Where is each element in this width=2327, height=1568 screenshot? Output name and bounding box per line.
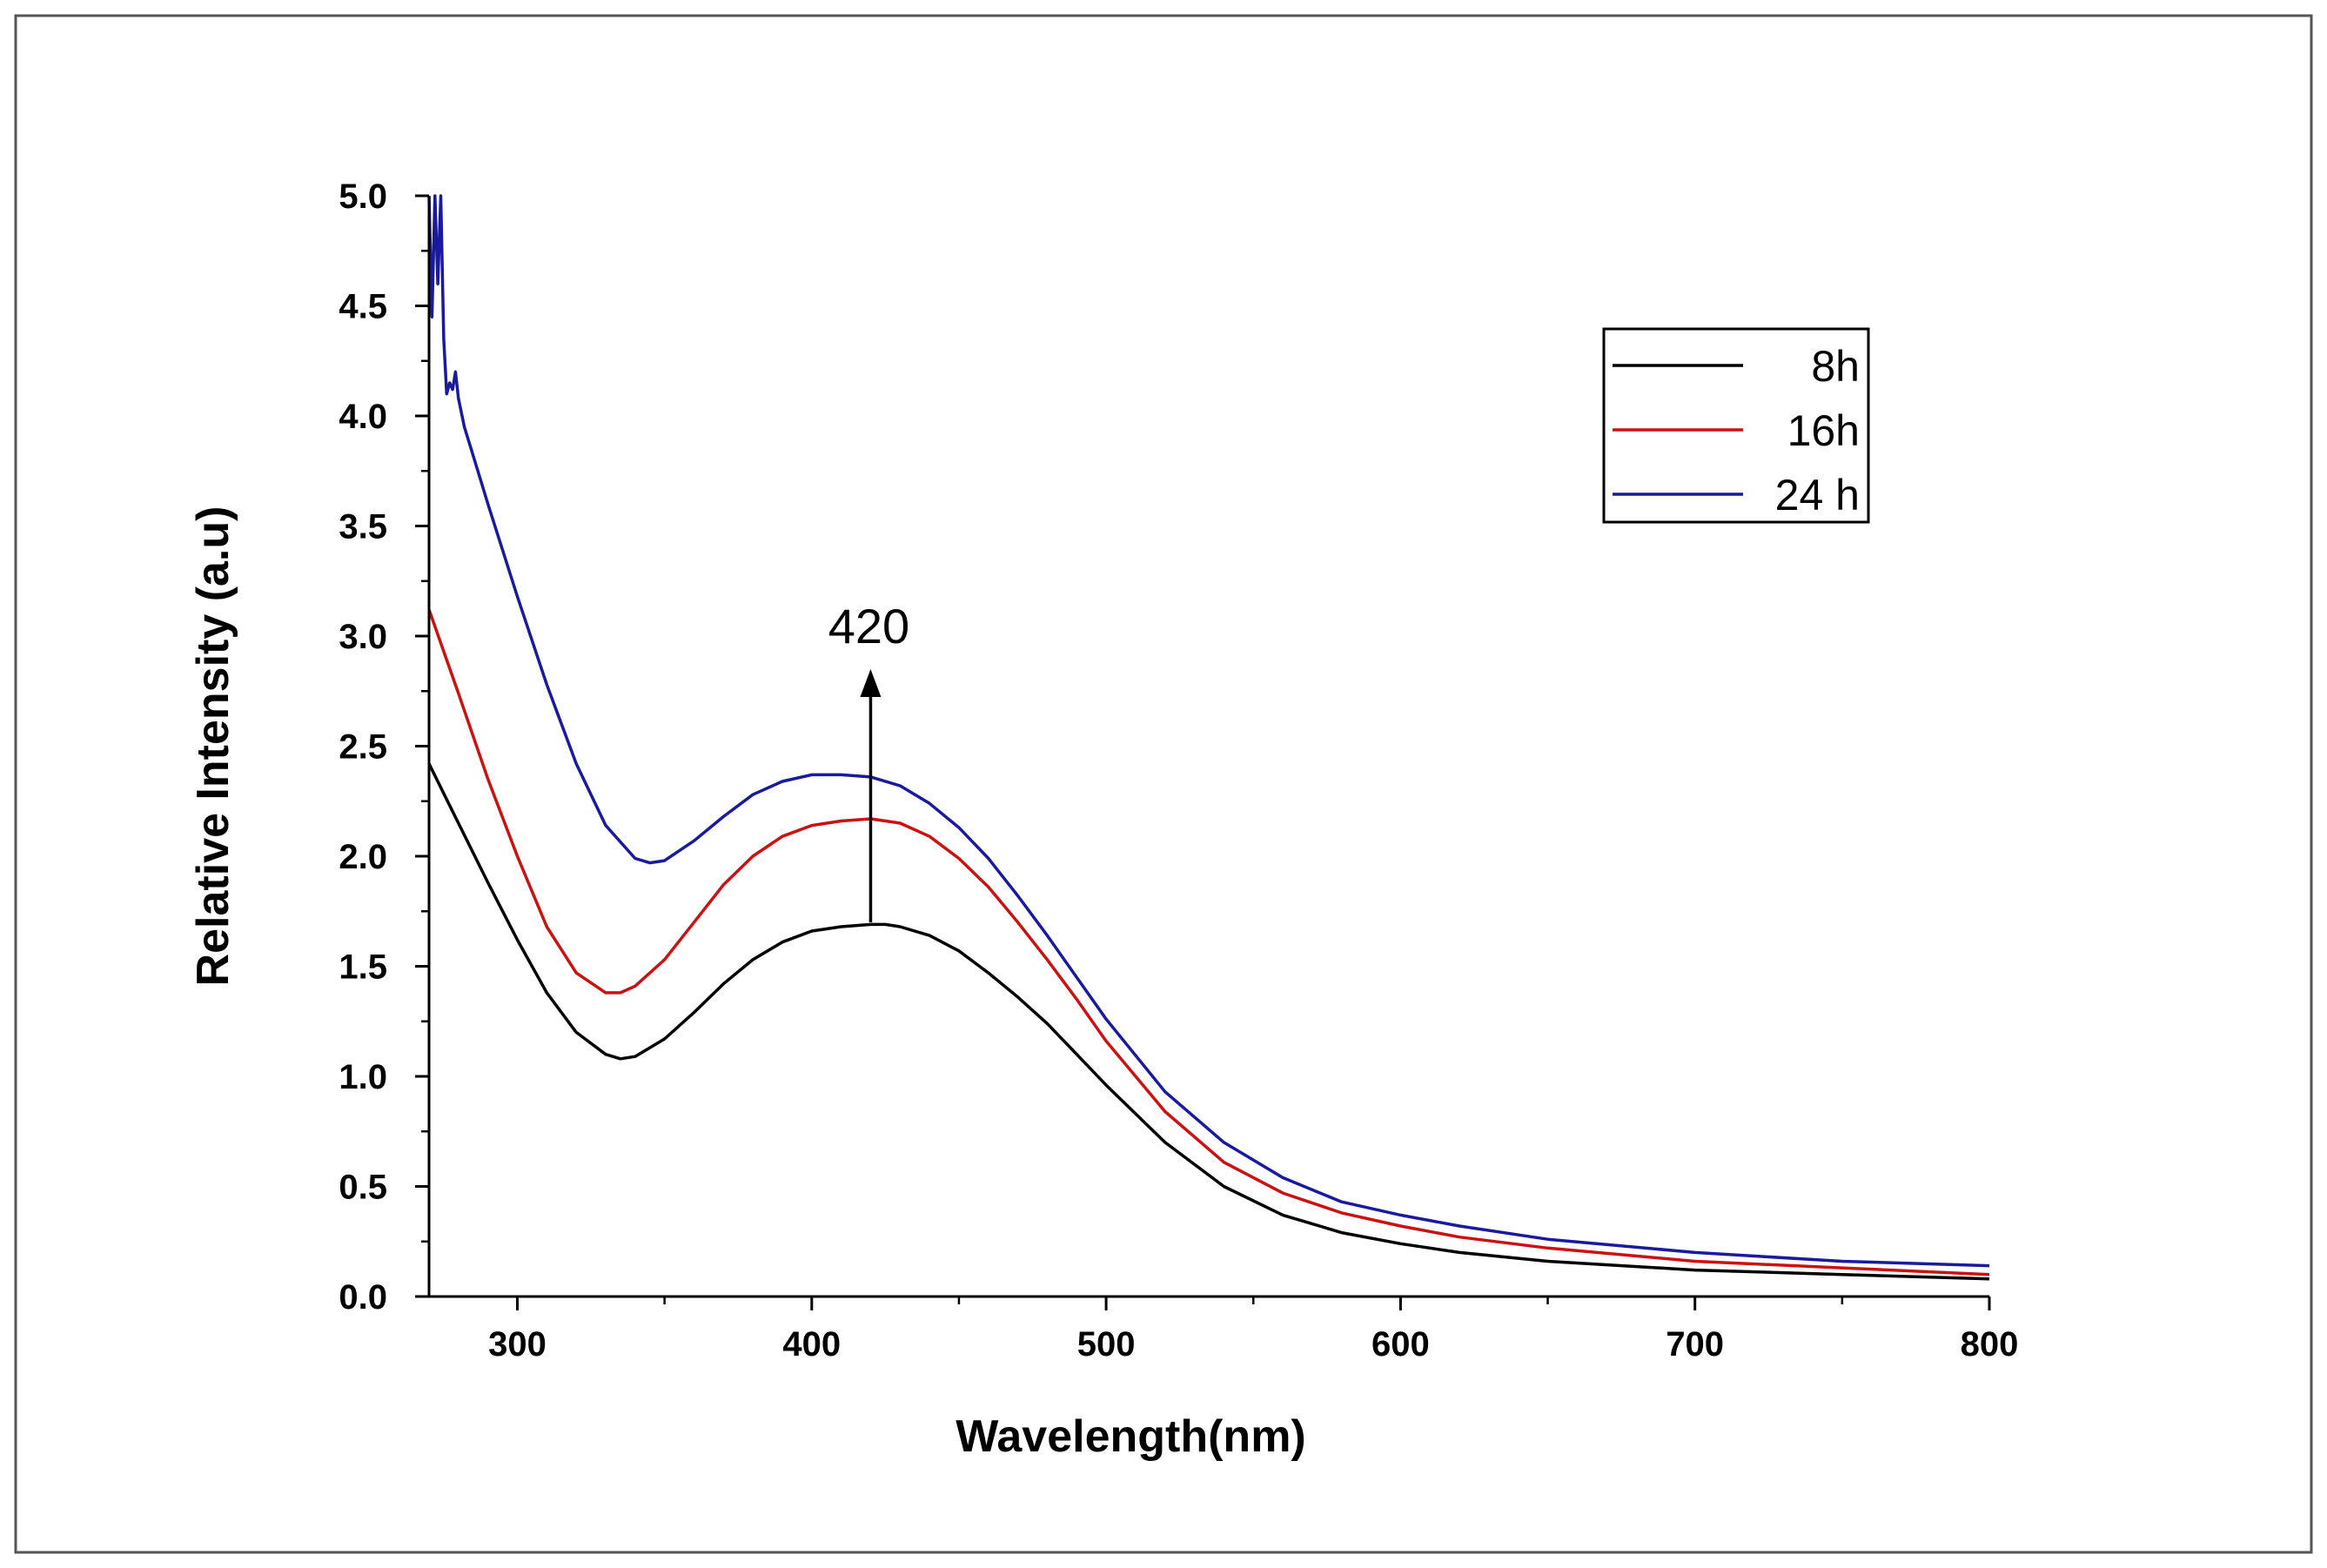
y-tick-label: 0.0 [339, 1278, 387, 1317]
annotation-arrow-head [860, 668, 882, 697]
axes-group: 0.0 0.5 1.0 1.5 2.0 2.5 3.0 3.5 4.0 4.5 5.0 300 400 5… [188, 178, 2018, 1462]
x-tick-label: 800 [1961, 1325, 2019, 1364]
y-tick-label: 1.5 [339, 948, 387, 987]
series-line-24h [427, 194, 1990, 1268]
x-tick-label: 600 [1371, 1325, 1430, 1364]
x-axis-title: Wavelength(nm) [956, 1411, 1306, 1462]
y-tick-label: 4.5 [339, 288, 387, 326]
y-tick-label: 1.0 [339, 1058, 387, 1096]
y-tick-label: 3.5 [339, 508, 387, 546]
x-tick-label: 300 [488, 1325, 547, 1364]
x-tick-label: 500 [1077, 1325, 1136, 1364]
annotation-group: 420 [828, 599, 909, 922]
y-axis-title: Relative Intensity (a.u) [188, 506, 238, 987]
series-group [427, 194, 1990, 1281]
legend-label-16h: 16h [1787, 406, 1860, 455]
y-tick-label: 4.0 [339, 398, 387, 436]
legend-box [1602, 327, 1870, 524]
series-line-16h [427, 609, 1990, 1277]
legend-label-24h: 24 h [1775, 471, 1860, 519]
legend: 8h 16h 24 h [1602, 327, 1870, 524]
y-tick-label: 2.0 [339, 838, 387, 876]
series-line-8h [427, 762, 1990, 1281]
legend-label-8h: 8h [1811, 342, 1860, 391]
y-tick-label: 5.0 [339, 178, 387, 216]
y-tick-label: 3.0 [339, 618, 387, 656]
annotation-label: 420 [828, 599, 909, 653]
y-tick-label: 0.5 [339, 1169, 387, 1207]
x-tick-label: 400 [782, 1325, 841, 1364]
y-tick-label: 2.5 [339, 728, 387, 767]
outer-frame [14, 14, 2313, 1554]
x-tick-label: 700 [1666, 1325, 1724, 1364]
